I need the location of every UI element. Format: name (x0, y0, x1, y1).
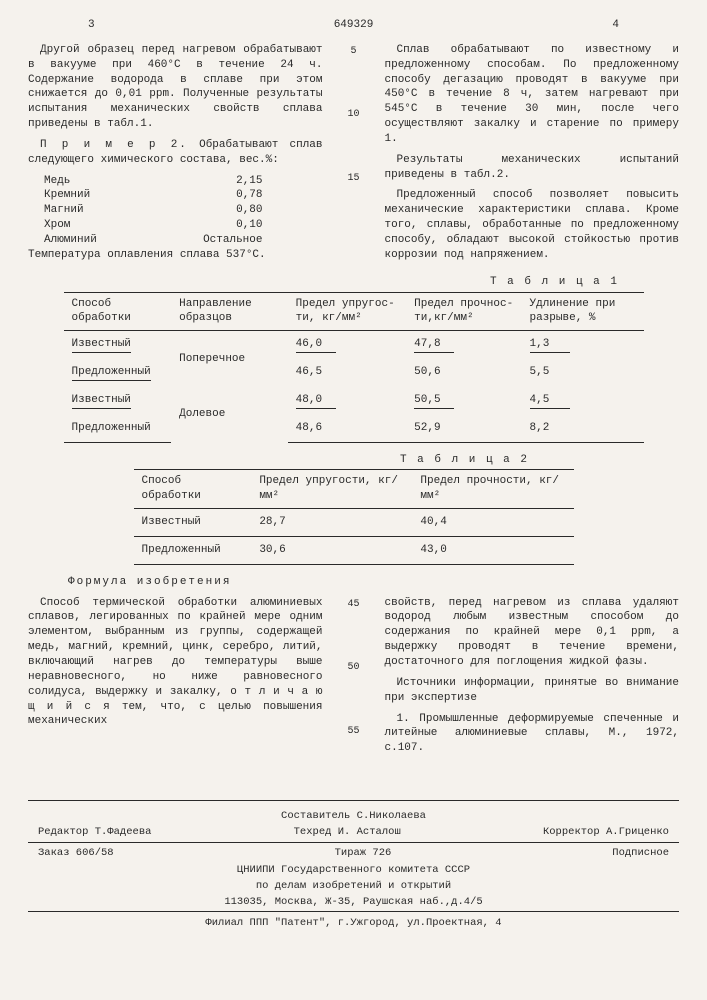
comp-val: 0,10 (236, 218, 262, 233)
t1-direction: Поперечное (171, 331, 288, 387)
formula-left-text: Способ термической обработки алю­миниевы… (28, 596, 323, 730)
org1: ЦНИИПИ Государственного комитета СССР (28, 863, 679, 877)
right-p3: Предложенный способ позволяет по­высить … (385, 188, 680, 262)
line-numbers: 5 10 15 (347, 43, 361, 269)
compiler: Составитель С.Николаева (28, 809, 679, 823)
ln: 15 (347, 172, 361, 186)
sources-text: 1. Промышленные деформируемые спе­ченные… (385, 712, 680, 757)
page-left-num: 3 (88, 18, 95, 33)
t1-up: 48,0 (296, 393, 336, 409)
t1-pr: 50,6 (406, 359, 521, 387)
t2-h2: Предел прочности, кг/мм² (412, 470, 573, 509)
composition-list: Медь 2,15 Кремний 0,78 Магний 0,80 Хром 0,10… (28, 174, 323, 248)
table-1: Способ обработки Направление образцов Пр… (64, 292, 644, 443)
table-2: Способ обработки Предел упругости, кг/мм… (134, 469, 574, 564)
ln: 45 (347, 598, 361, 612)
comp-el: Кремний (44, 188, 90, 203)
t1-h2: Предел упругос­ти, кг/мм² (288, 292, 406, 331)
t2-pr: 43,0 (412, 536, 573, 564)
right-p1: Сплав обрабатывают по известному и предл… (385, 43, 680, 147)
page-header: 3 649329 4 (28, 18, 679, 33)
formula-title: Формула изобретения (68, 575, 679, 590)
t1-pr: 50,5 (414, 393, 454, 409)
ln: 55 (347, 725, 361, 739)
t2-h0: Способ обработки (134, 470, 252, 509)
t1-ud: 1,3 (530, 337, 570, 353)
t1-method: Известный (72, 393, 131, 409)
addr1: 113035, Москва, Ж-35, Раушская наб.,д.4/… (28, 895, 679, 909)
patent-branch: Филиал ППП "Патент", г.Ужгород, ул.Проек… (28, 911, 679, 930)
t1-pr: 47,8 (414, 337, 454, 353)
subscription: Подписное (612, 846, 669, 860)
t1-method: Предложенный (64, 415, 172, 442)
circulation: Тираж 726 (335, 846, 392, 860)
t1-h3: Предел прочнос­ти,кг/мм² (406, 292, 521, 331)
formula-left: Способ термической обработки алю­миниевы… (28, 596, 323, 789)
t1-ud: 8,2 (522, 415, 644, 442)
t1-up: 46,5 (288, 359, 406, 387)
example-2: П р и м е р 2. Обрабатывают сплав следую… (28, 138, 323, 168)
t2-up: 30,6 (251, 536, 412, 564)
t1-method: Предложенный (72, 365, 151, 381)
editor: Редактор Т.Фадеева (38, 825, 151, 839)
upper-columns: Другой образец перед нагревом об­рабатыв… (28, 43, 679, 269)
ln: 5 (347, 45, 361, 59)
technical: Техред И. Асталош (294, 825, 401, 839)
t1-h0: Способ обработки (64, 292, 172, 331)
comp-el: Хром (44, 218, 70, 233)
formula-columns: Способ термической обработки алю­миниевы… (28, 596, 679, 789)
t1-h4: Удлинение при разры­ве, % (522, 292, 644, 331)
t1-pr: 52,9 (406, 415, 521, 442)
t2-method: Известный (134, 509, 252, 537)
example-label: П р и м е р 2. (40, 139, 188, 151)
formula-right-text: свойств, перед нагревом из сплава удаляю… (385, 596, 680, 670)
t1-ud: 4,5 (530, 393, 570, 409)
t1-up: 48,6 (288, 415, 406, 442)
t2-method: Предложенный (134, 536, 252, 564)
patent-number: 649329 (334, 18, 374, 33)
comp-val: 2,15 (236, 174, 262, 189)
comp-val: 0,80 (236, 203, 262, 218)
comp-el: Магний (44, 203, 84, 218)
sources-title: Источники информации, принятые во вниман… (385, 676, 680, 706)
line-numbers-2: 45 50 55 (347, 596, 361, 789)
ln: 10 (347, 108, 361, 122)
right-column: Сплав обрабатывают по известному и предл… (385, 43, 680, 269)
left-column: Другой образец перед нагревом об­рабатыв… (28, 43, 323, 269)
t1-up: 46,0 (296, 337, 336, 353)
t2-up: 28,7 (251, 509, 412, 537)
footer: Составитель С.Николаева Редактор Т.Фадее… (28, 800, 679, 930)
t1-h1: Направление образцов (171, 292, 288, 331)
formula-right: свойств, перед нагревом из сплава удаляю… (385, 596, 680, 789)
t1-method: Известный (72, 337, 131, 353)
table1-label: Т а б л и ц а 1 (28, 275, 619, 290)
order: Заказ 606/58 (38, 846, 114, 860)
table2-label: Т а б л и ц а 2 (28, 453, 529, 468)
t2-h1: Предел упругости, кг/мм² (251, 470, 412, 509)
comp-el: Медь (44, 174, 70, 189)
temp-line: Температура оплавления сплава 537°С. (28, 248, 323, 263)
t1-ud: 5,5 (522, 359, 644, 387)
comp-val: Остальное (203, 233, 262, 248)
left-p1: Другой образец перед нагревом об­рабатыв… (28, 43, 323, 132)
t1-direction: Долевое (171, 387, 288, 442)
comp-val: 0,78 (236, 188, 262, 203)
org2: по делам изобретений и открытий (28, 879, 679, 893)
ln: 50 (347, 661, 361, 675)
right-p2: Результаты механических испытаний привед… (385, 153, 680, 183)
t2-pr: 40,4 (412, 509, 573, 537)
comp-el: Алюминий (44, 233, 97, 248)
corrector: Корректор А.Гриценко (543, 825, 669, 839)
page-right-num: 4 (612, 18, 619, 33)
